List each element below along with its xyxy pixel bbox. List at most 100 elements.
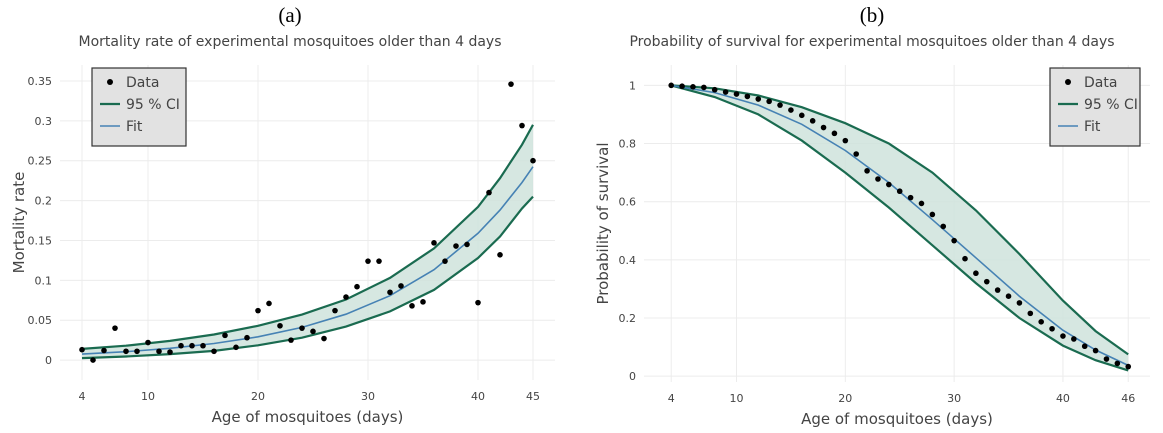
mortality-data-point (398, 283, 404, 289)
survival-chart-panel: (b) Probability of survival for experime… (582, 0, 1162, 433)
mortality-y-tick-label: 0.3 (35, 115, 53, 128)
panel-letter-a: (a) (278, 3, 302, 27)
survival-data-point (842, 137, 849, 144)
mortality-x-tick-label: 30 (361, 390, 375, 403)
survival-y-tick-label: 0.2 (619, 312, 637, 325)
survival-data-point (896, 188, 903, 195)
survival-data-point (668, 82, 675, 89)
mortality-data-point (376, 258, 382, 264)
chart-title-survival: Probability of survival for experimental… (629, 34, 1115, 50)
mortality-data-point (453, 243, 459, 249)
mortality-legend: Data 95 % CI Fit (91, 67, 187, 147)
survival-data-point (973, 270, 979, 277)
mortality-x-tick-label: 4 (79, 390, 86, 403)
mortality-y-tick-label: 0.1 (35, 274, 53, 287)
survival-data-point (711, 86, 718, 93)
survival-chart: 4 10 20 30 40 46 0 0.2 0.4 0.6 0.8 1 Age of mosquito… (594, 65, 1150, 428)
mortality-data-point (299, 325, 305, 331)
survival-data-point (907, 194, 914, 201)
survival-data-point (1114, 360, 1121, 367)
survival-data-point (886, 181, 892, 188)
mortality-data-point (79, 346, 85, 353)
mortality-y-tick-label: 0 (45, 354, 52, 367)
survival-y-axis-label: Probability of survival (594, 142, 612, 304)
survival-x-tick-label: 46 (1121, 392, 1135, 405)
survival-legend-label: 95 % CI (1084, 97, 1138, 113)
survival-data-point (918, 200, 925, 207)
survival-data-point (962, 255, 968, 262)
mortality-data-point (167, 349, 173, 355)
survival-y-tick-label: 0.6 (619, 196, 637, 209)
mortality-ci-band (82, 124, 533, 359)
mortality-y-tick-label: 0.25 (28, 155, 53, 168)
mortality-data-point (156, 348, 162, 355)
mortality-data-point (288, 337, 294, 343)
survival-data-point (1016, 300, 1023, 306)
mortality-chart-panel: (a) Mortality rate of experimental mosqu… (0, 0, 580, 433)
survival-data-point (1049, 325, 1055, 332)
survival-y-tick-label: 0.4 (619, 254, 637, 267)
mortality-data-point (431, 240, 437, 246)
chart-title-mortality: Mortality rate of experimental mosquitoe… (78, 34, 502, 50)
mortality-data-point (178, 342, 184, 349)
survival-data-point (733, 91, 740, 97)
survival-data-point (951, 237, 957, 244)
mortality-data-point (519, 122, 525, 129)
mortality-data-point (343, 294, 349, 300)
mortality-data-point (365, 258, 371, 264)
survival-data-point (853, 151, 859, 157)
mortality-x-tick-label: 40 (471, 390, 485, 403)
mortality-data-point (101, 347, 107, 354)
mortality-data-point (200, 342, 206, 349)
mortality-data-point (211, 348, 217, 355)
mortality-data-point (244, 334, 250, 341)
survival-data-point (1038, 318, 1044, 325)
survival-data-point (744, 93, 751, 100)
mortality-data-point (508, 81, 514, 87)
mortality-x-tick-label: 45 (526, 390, 540, 403)
mortality-y-tick-label: 0.35 (28, 75, 53, 88)
survival-data-point (864, 168, 870, 174)
mortality-data-point (145, 339, 151, 346)
survival-data-point (940, 223, 947, 230)
mortality-y-tick-label: 0.15 (28, 234, 53, 247)
survival-data-point (701, 84, 707, 91)
survival-data-point (994, 287, 1001, 293)
mortality-data-point (442, 258, 448, 264)
survival-y-tick-label: 0.8 (619, 138, 637, 151)
survival-ci-upper-line (671, 84, 1129, 356)
survival-data-point (875, 176, 881, 182)
survival-data-point (1071, 336, 1077, 342)
mortality-data-point (134, 348, 140, 355)
survival-data-point (1060, 333, 1066, 339)
survival-fit-line (671, 84, 1129, 367)
survival-legend-label: Fit (1084, 119, 1101, 135)
survival-y-tick-label: 1 (629, 79, 636, 92)
survival-x-tick-label: 30 (947, 392, 961, 405)
mortality-data-point (321, 335, 327, 342)
survival-legend-data-marker (1065, 79, 1071, 85)
survival-data-point (1027, 310, 1034, 317)
mortality-data-point (310, 328, 316, 335)
survival-data-point (1103, 356, 1110, 362)
mortality-data-point (409, 303, 415, 309)
mortality-data-point (420, 299, 426, 305)
mortality-data-point (387, 289, 393, 296)
mortality-data-point (354, 283, 360, 290)
mortality-y-tick-label: 0.05 (28, 314, 53, 327)
survival-data-point (690, 84, 696, 90)
survival-data-point (798, 112, 805, 119)
survival-data-point (831, 130, 838, 137)
mortality-x-tick-label: 10 (141, 390, 155, 403)
mortality-x-axis-label: Age of mosquitoes (days) (212, 408, 404, 426)
survival-data-point (722, 89, 729, 95)
mortality-data-point (464, 241, 470, 248)
mortality-x-tick-label: 20 (251, 390, 265, 403)
mortality-y-tick-label: 0.2 (35, 195, 53, 208)
mortality-y-axis-label: Mortality rate (10, 172, 28, 274)
survival-legend-label: Data (1084, 75, 1117, 91)
mortality-data-point (486, 189, 492, 196)
survival-legend: Data 95 % CI Fit (1049, 67, 1141, 147)
survival-data-point (679, 83, 685, 90)
mortality-data-point (266, 300, 272, 307)
